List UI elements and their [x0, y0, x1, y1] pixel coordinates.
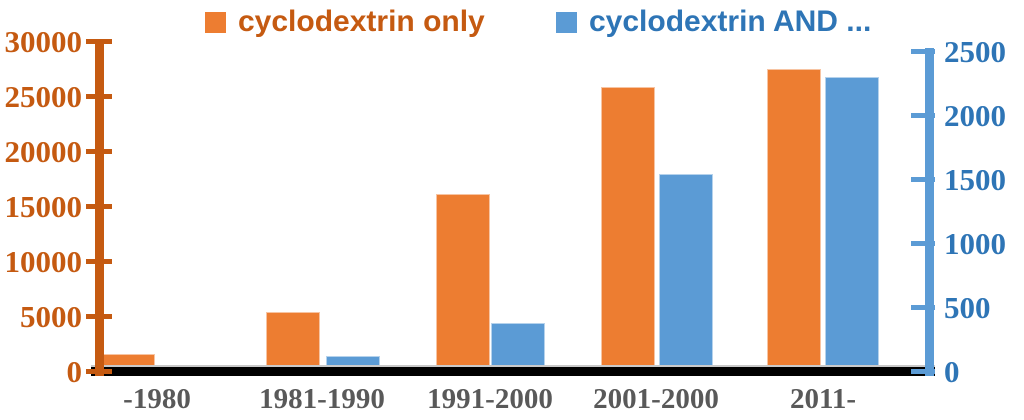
right-value-axis-line — [925, 48, 934, 376]
left-axis-label-20000: 20000 — [4, 134, 83, 169]
right-axis-label-1000: 1000 — [944, 226, 1006, 261]
x-axis-line — [91, 365, 935, 376]
left-axis-tick-30000 — [86, 39, 112, 44]
right-axis-label-500: 500 — [944, 290, 991, 325]
legend-swatch-blue-icon — [556, 11, 577, 33]
x-axis-category-label-1981-1990: 1981-1990 — [259, 383, 385, 415]
bar-cyclodextrin-only-1991-2000 — [436, 194, 490, 372]
left-axis-label-5000: 5000 — [20, 299, 82, 334]
left-axis-tick-20000 — [86, 149, 112, 154]
bar-cyclodextrin-only-2011- — [767, 68, 821, 372]
left-axis-tick-5000 — [86, 314, 112, 319]
bar-cyclodextrin-only-1981-1990 — [266, 311, 320, 372]
legend-label-cyclodextrin-and: cyclodextrin AND ... — [589, 5, 872, 38]
left-axis-tick-25000 — [86, 94, 112, 99]
right-axis-label-1500: 1500 — [944, 162, 1006, 197]
legend-label-cyclodextrin-only: cyclodextrin only — [238, 5, 485, 38]
x-axis-category-label-2011-: 2011- — [789, 383, 857, 415]
left-axis-label-15000: 15000 — [4, 189, 83, 224]
right-axis-tick-500 — [911, 305, 935, 310]
right-axis-tick-1500 — [911, 177, 935, 182]
left-axis-label-0: 0 — [66, 354, 83, 389]
right-axis-label-2500: 2500 — [944, 34, 1006, 69]
legend-swatch-orange-icon — [205, 11, 226, 33]
x-axis-category-label-2001-2000: 2001-2000 — [593, 383, 719, 415]
x-axis-category-label--1980: -1980 — [123, 383, 191, 415]
legend-item-cyclodextrin-only: cyclodextrin only — [205, 4, 485, 40]
left-axis-tick-0 — [86, 369, 112, 374]
bar-cyclodextrin-and-2001-2000 — [659, 174, 713, 372]
right-axis-tick-2000 — [911, 113, 935, 118]
legend-item-cyclodextrin-and: cyclodextrin AND ... — [556, 4, 871, 40]
bar-cyclodextrin-only-2001-2000 — [601, 87, 655, 372]
left-axis-label-30000: 30000 — [4, 24, 83, 59]
right-axis-label-0: 0 — [944, 354, 960, 389]
right-axis-tick-1000 — [911, 241, 935, 246]
left-axis-label-10000: 10000 — [4, 244, 83, 279]
right-axis-label-2000: 2000 — [944, 98, 1006, 133]
left-axis-label-25000: 25000 — [4, 79, 83, 114]
left-axis-tick-10000 — [86, 259, 112, 264]
bar-cyclodextrin-and-2011- — [825, 76, 879, 372]
right-axis-tick-0 — [911, 369, 935, 374]
x-axis-category-label-1991-2000: 1991-2000 — [427, 383, 553, 415]
left-axis-tick-15000 — [86, 204, 112, 209]
right-axis-tick-2500 — [911, 49, 935, 54]
